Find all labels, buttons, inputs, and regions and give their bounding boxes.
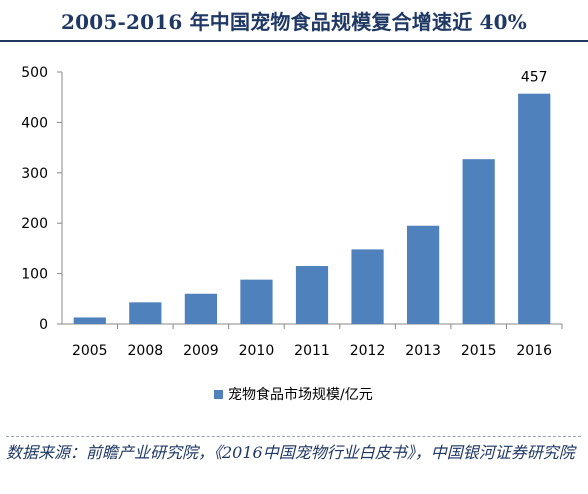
bar-2005 [73,317,106,324]
x-tick-label: 2009 [183,343,219,359]
legend: 宠物食品市场规模/亿元 [214,386,373,403]
legend-swatch [214,390,223,399]
x-tick-label: 2005 [72,343,108,359]
bar-2010 [240,279,273,324]
title-divider [0,40,588,42]
bar-chart: 0 100 200 300 400 500 2005 2008 2009 2010 2011 2012… [21,65,563,403]
x-tick-label: 2015 [461,343,497,359]
y-tick-label: 500 [21,65,48,81]
y-tick-label: 0 [39,317,48,333]
x-tick-label: 2008 [128,343,164,359]
y-tick-label: 100 [21,267,48,283]
bar-2011 [295,266,329,324]
data-source-note: 数据来源：前瞻产业研究院，《2016中国宠物行业白皮书》，中国银河证券研究院 [6,436,581,492]
x-tick-label: 2012 [350,343,386,359]
bar-2012 [351,249,384,324]
plot-area: 0 100 200 300 400 500 2005 2008 2009 2010 2011 2012… [21,65,563,359]
x-tick-label: 2016 [516,343,552,359]
x-tick-label: 2011 [294,343,330,359]
data-label: 457 [521,70,548,86]
y-tick-label: 400 [21,115,48,131]
bar-2016 [518,93,551,324]
bar-2013 [407,225,440,324]
bar-2009 [184,293,217,324]
y-tick-label: 300 [21,166,48,182]
y-tick-label: 200 [21,216,48,232]
bar-2008 [129,302,162,324]
x-tick-label: 2010 [239,343,275,359]
legend-label: 宠物食品市场规模/亿元 [228,386,373,403]
bar-2015 [462,159,495,324]
chart-title: 2005-2016 年中国宠物食品规模复合增速近 40% [61,10,527,34]
x-tick-label: 2013 [405,343,441,359]
